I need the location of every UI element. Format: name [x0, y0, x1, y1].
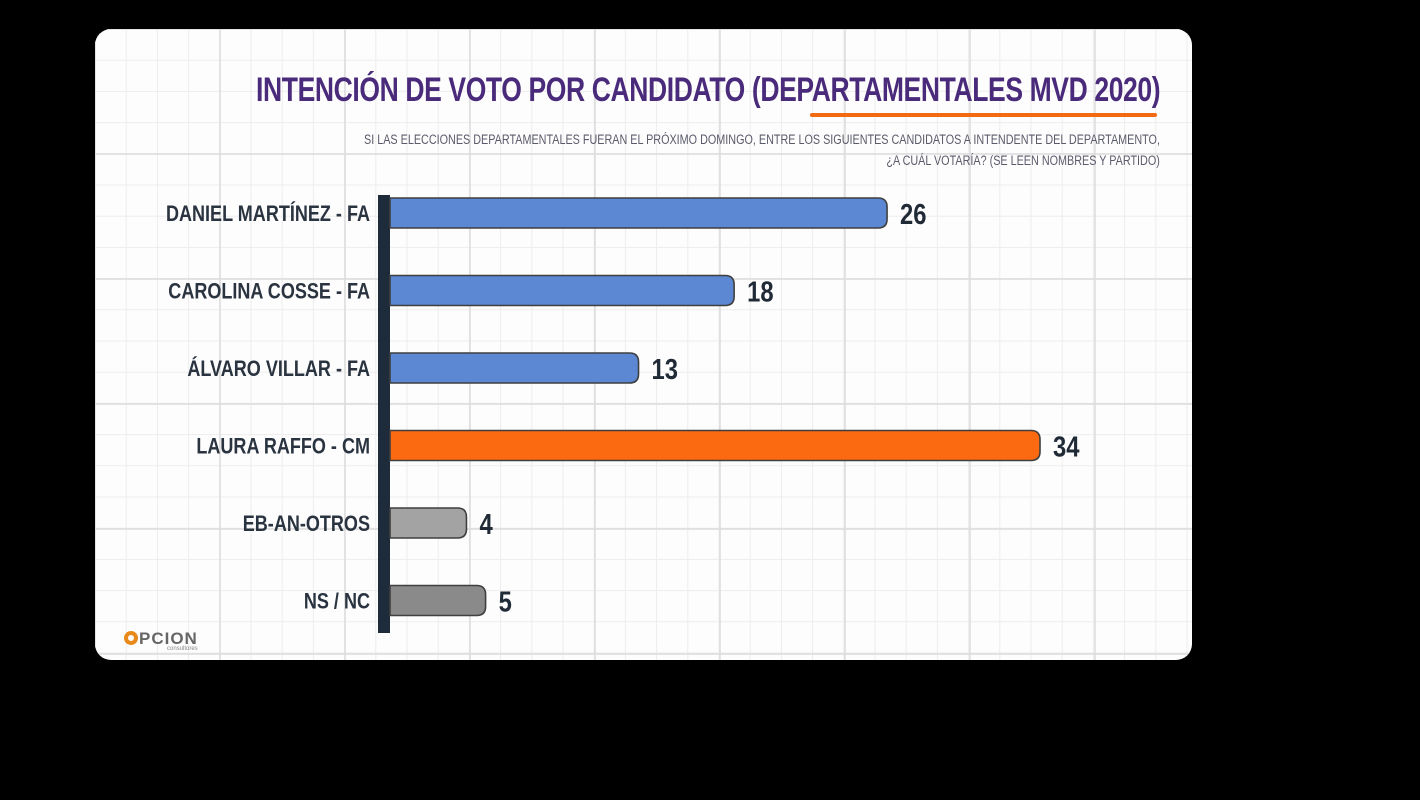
logo-subtext: consultores: [167, 646, 198, 652]
value-label: 18: [747, 275, 773, 308]
logo-o-icon: [124, 631, 138, 645]
bar: [389, 352, 640, 384]
category-label: LAURA RAFFO - CM: [196, 435, 370, 459]
category-label: CAROLINA COSSE - FA: [168, 280, 370, 304]
value-label: 26: [900, 198, 926, 231]
bar-chart: DANIEL MARTÍNEZ - FA 26 CAROLINA COSSE - F…: [166, 195, 1080, 633]
value-label: 5: [499, 585, 512, 618]
category-label: ÁLVARO VILLAR - FA: [187, 356, 370, 381]
chart-card: INTENCIÓN DE VOTO POR CANDIDATO (DEPARTA…: [95, 29, 1192, 660]
bar: [389, 197, 888, 229]
chart-subtitle-line-1: SI LAS ELECCIONES DEPARTAMENTALES FUERAN…: [364, 132, 1160, 147]
category-label: EB-AN-OTROS: [243, 512, 370, 536]
category-label: DANIEL MARTÍNEZ - FA: [166, 201, 370, 226]
chart-title: INTENCIÓN DE VOTO POR CANDIDATO (DEPARTA…: [255, 71, 1161, 109]
value-label: 13: [652, 353, 678, 386]
bar: [389, 584, 487, 617]
y-axis-line: [378, 195, 390, 633]
value-label: 4: [479, 508, 492, 541]
bar: [389, 429, 1041, 462]
opcion-logo: PCION: [124, 629, 198, 649]
logo-text: PCION: [139, 629, 198, 648]
bar: [389, 507, 468, 539]
category-label: NS / NC: [304, 590, 370, 614]
bar: [389, 274, 735, 307]
chart-subtitle-line-2: ¿A CUÁL VOTARÍA? (SE LEEN NOMBRES Y PART…: [886, 153, 1160, 168]
title-underline: [810, 113, 1157, 117]
background-grid: [95, 29, 1192, 660]
value-label: 34: [1053, 430, 1080, 463]
